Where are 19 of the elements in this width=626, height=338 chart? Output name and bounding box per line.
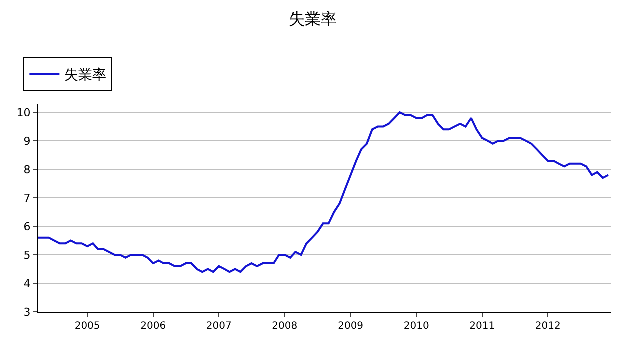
x-tick-label: 2009 (338, 321, 364, 332)
y-tick-label: 8 (24, 163, 31, 176)
x-tick-label: 2012 (535, 321, 561, 332)
y-tick-label: 3 (24, 306, 31, 319)
y-tick-label: 4 (24, 277, 31, 290)
x-tick-label: 2005 (74, 321, 100, 332)
y-tick-label: 9 (24, 134, 31, 148)
y-tick-label: 10 (16, 106, 31, 120)
y-tick-label: 6 (24, 220, 31, 234)
x-tick-label: 2011 (470, 321, 496, 332)
x-tick-label: 2006 (140, 321, 166, 332)
chart-title: 失業率 (289, 10, 337, 29)
y-tick-label: 7 (24, 192, 31, 205)
y-tick-label: 5 (24, 248, 31, 262)
x-tick-label: 2010 (404, 321, 430, 332)
x-tick-label: 2008 (272, 321, 298, 332)
legend-label: 失業率 (64, 68, 107, 84)
line-series (38, 112, 610, 274)
x-tick-label: 2007 (206, 321, 232, 332)
